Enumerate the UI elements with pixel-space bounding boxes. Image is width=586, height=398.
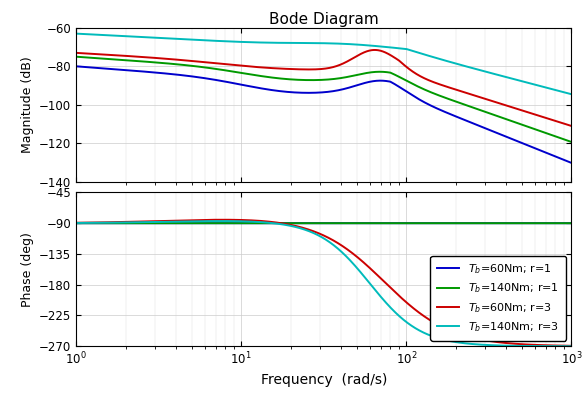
Y-axis label: Magnitude (dB): Magnitude (dB) — [21, 57, 33, 153]
X-axis label: Frequency  (rad/s): Frequency (rad/s) — [261, 373, 387, 387]
Title: Bode Diagram: Bode Diagram — [269, 12, 379, 27]
Legend: $T_b$=60Nm; r=1, $T_b$=140Nm; r=1, $T_b$=60Nm; r=3, $T_b$=140Nm; r=3: $T_b$=60Nm; r=1, $T_b$=140Nm; r=1, $T_b$… — [430, 256, 566, 341]
Y-axis label: Phase (deg): Phase (deg) — [21, 232, 33, 307]
